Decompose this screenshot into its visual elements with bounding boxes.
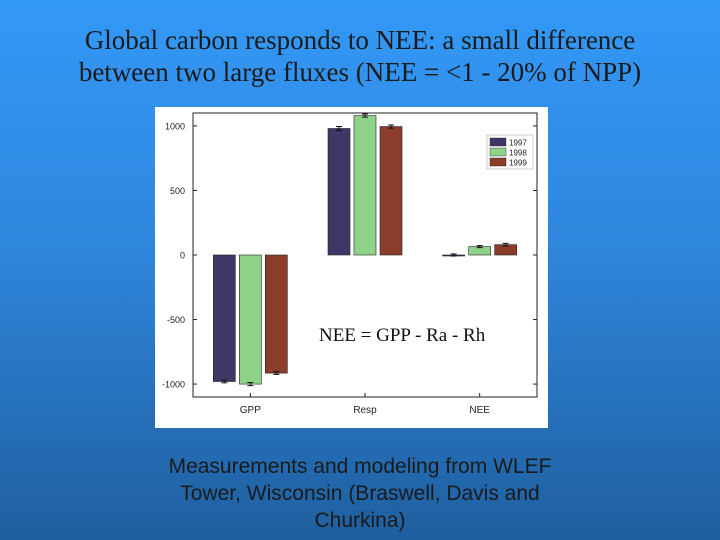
- legend-swatch-1998: [489, 147, 507, 157]
- bar-gpp-1999: [265, 254, 288, 374]
- y-tick-label: -1000: [162, 380, 185, 390]
- slide-title: Global carbon responds to NEE: a small d…: [0, 24, 720, 88]
- y-tick-label: -500: [167, 315, 185, 325]
- legend-swatch-1999: [489, 157, 507, 167]
- chart-panel: -1000 -500 0 500 1000 GPP Resp NEE 1997 1998 1999: [155, 107, 548, 428]
- x-tick-label-nee: NEE: [469, 405, 490, 416]
- caption-line-2: Tower, Wisconsin (Braswell, Davis and: [180, 482, 540, 505]
- x-tick-label-gpp: GPP: [240, 405, 261, 416]
- legend-label-1999: 1999: [509, 159, 527, 168]
- y-tick-label: 0: [180, 251, 185, 261]
- bar-resp-1998: [353, 115, 377, 256]
- bar-resp-1999: [379, 126, 403, 256]
- caption-line-3: Churkina): [314, 509, 406, 532]
- legend-label-1997: 1997: [509, 139, 527, 148]
- title-line-1: Global carbon responds to NEE: a small d…: [84, 25, 636, 55]
- caption-line-1: Measurements and modeling from WLEF: [168, 455, 552, 478]
- x-tick-label-resp: Resp: [353, 405, 377, 416]
- nee-equation: NEE = GPP - Ra - Rh: [317, 325, 488, 347]
- legend-label-1998: 1998: [509, 149, 527, 158]
- y-tick-label: 500: [170, 186, 185, 196]
- y-tick-label: 1000: [165, 121, 185, 131]
- legend-swatch-1997: [489, 137, 507, 147]
- caption: Measurements and modeling from WLEF Towe…: [100, 453, 620, 534]
- bar-gpp-1998: [239, 254, 262, 385]
- bar-resp-1997: [327, 128, 351, 256]
- bar-gpp-1997: [213, 254, 236, 382]
- title-line-2: between two large fluxes (NEE = <1 - 20%…: [78, 57, 642, 87]
